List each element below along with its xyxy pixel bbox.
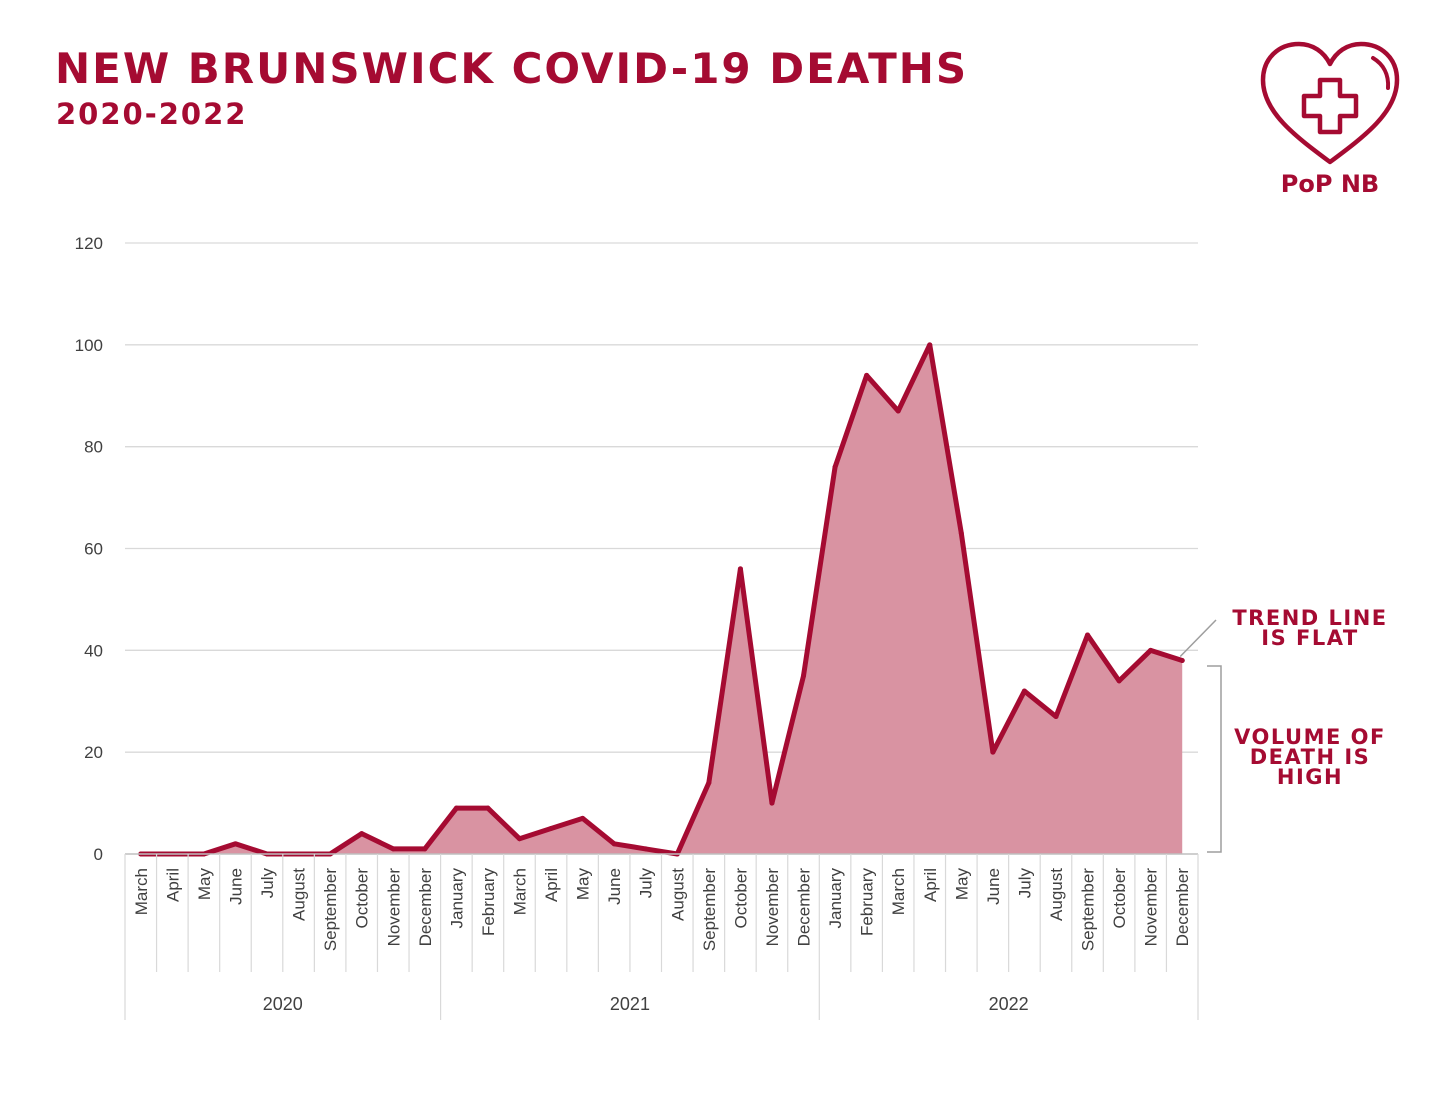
data-point-december xyxy=(1179,658,1185,664)
data-point-december xyxy=(801,673,807,679)
data-point-july xyxy=(1021,688,1027,694)
x-tick-label: March xyxy=(889,868,908,915)
x-tick-label: January xyxy=(447,868,466,929)
trend-callout-line xyxy=(1179,619,1217,658)
y-tick-label: 120 xyxy=(75,234,103,253)
y-tick-label: 40 xyxy=(84,641,103,660)
x-tick-label: February xyxy=(479,868,498,937)
gridlines: 0 20 40 60 80 100 120 xyxy=(75,234,1198,864)
data-point-december xyxy=(422,846,428,852)
chart-title: NEW BRUNSWICK COVID-19 DEATHS xyxy=(55,44,969,93)
x-tick-label: June xyxy=(226,868,245,905)
x-tick-label: August xyxy=(1047,868,1066,921)
x-tick-label: April xyxy=(542,868,561,902)
data-point-april xyxy=(927,342,933,348)
year-label-2020: 2020 xyxy=(263,994,303,1014)
chart-subtitle: 2020-2022 xyxy=(56,97,248,131)
x-tick-label: August xyxy=(290,868,309,921)
data-point-january xyxy=(453,805,459,811)
area-series xyxy=(138,342,1185,857)
y-tick-label: 100 xyxy=(75,336,103,355)
x-tick-label: October xyxy=(1110,868,1129,929)
x-tick-label: November xyxy=(1142,868,1161,947)
data-point-january xyxy=(832,464,838,470)
y-tick-label: 0 xyxy=(94,845,103,864)
x-tick-label: December xyxy=(1173,868,1192,947)
data-point-september xyxy=(706,780,712,786)
data-point-may xyxy=(958,530,964,536)
y-tick-label: 60 xyxy=(84,540,103,559)
annotation-markers xyxy=(1179,619,1222,853)
x-tick-label: July xyxy=(637,868,656,899)
logo-text: PoP NB xyxy=(1280,170,1380,198)
annotation-volume-high: VOLUME OF DEATH IS HIGH xyxy=(1234,725,1386,789)
x-tick-label: February xyxy=(858,868,877,937)
x-tick-label: October xyxy=(731,868,750,929)
x-axis: March April May June July August September Octo… xyxy=(124,853,1199,1020)
year-label-2021: 2021 xyxy=(610,994,650,1014)
x-tick-label: March xyxy=(132,868,151,915)
x-tick-label: March xyxy=(510,868,529,915)
data-point-november xyxy=(1148,647,1154,653)
x-tick-label: June xyxy=(984,868,1003,905)
data-point-may xyxy=(580,815,586,821)
x-tick-label: January xyxy=(826,868,845,929)
area-fill xyxy=(140,344,1183,854)
annotation-trend-flat: TREND LINE IS FLAT xyxy=(1232,606,1388,650)
x-tick-label: April xyxy=(921,868,940,902)
y-tick-label: 20 xyxy=(84,743,103,762)
y-tick-label: 80 xyxy=(84,438,103,457)
x-tick-label: May xyxy=(195,868,214,901)
x-tick-label: September xyxy=(321,868,340,951)
x-tick-label: October xyxy=(353,868,372,929)
x-tick-label: July xyxy=(1015,868,1034,899)
data-point-february xyxy=(485,805,491,811)
x-tick-label: July xyxy=(258,868,277,899)
data-point-october xyxy=(359,831,365,837)
data-point-july xyxy=(643,846,649,852)
x-tick-label: August xyxy=(668,868,687,921)
data-point-september xyxy=(1085,632,1091,638)
data-point-march xyxy=(516,836,522,842)
data-point-august xyxy=(1053,714,1059,720)
data-point-november xyxy=(390,846,396,852)
x-tick-label: May xyxy=(952,868,971,901)
x-tick-label: April xyxy=(163,868,182,902)
data-point-october xyxy=(1116,678,1122,684)
data-point-june xyxy=(232,841,238,847)
year-label-2022: 2022 xyxy=(989,994,1029,1014)
pop-nb-logo: PoP NB xyxy=(1255,38,1405,203)
x-tick-label: December xyxy=(795,868,814,947)
x-tick-label: June xyxy=(605,868,624,905)
x-tick-label: September xyxy=(1079,868,1098,951)
x-tick-label: November xyxy=(763,868,782,947)
x-tick-label: December xyxy=(416,868,435,947)
data-point-february xyxy=(864,372,870,378)
x-tick-label: May xyxy=(574,868,593,901)
volume-bracket xyxy=(1207,665,1222,853)
data-point-june xyxy=(611,841,617,847)
data-point-november xyxy=(769,800,775,806)
heart-cross-icon xyxy=(1260,41,1400,165)
data-point-april xyxy=(548,826,554,832)
x-tick-label: November xyxy=(384,868,403,947)
data-point-june xyxy=(990,749,996,755)
x-tick-label: September xyxy=(700,868,719,951)
data-point-march xyxy=(895,408,901,414)
data-point-october xyxy=(737,566,743,572)
